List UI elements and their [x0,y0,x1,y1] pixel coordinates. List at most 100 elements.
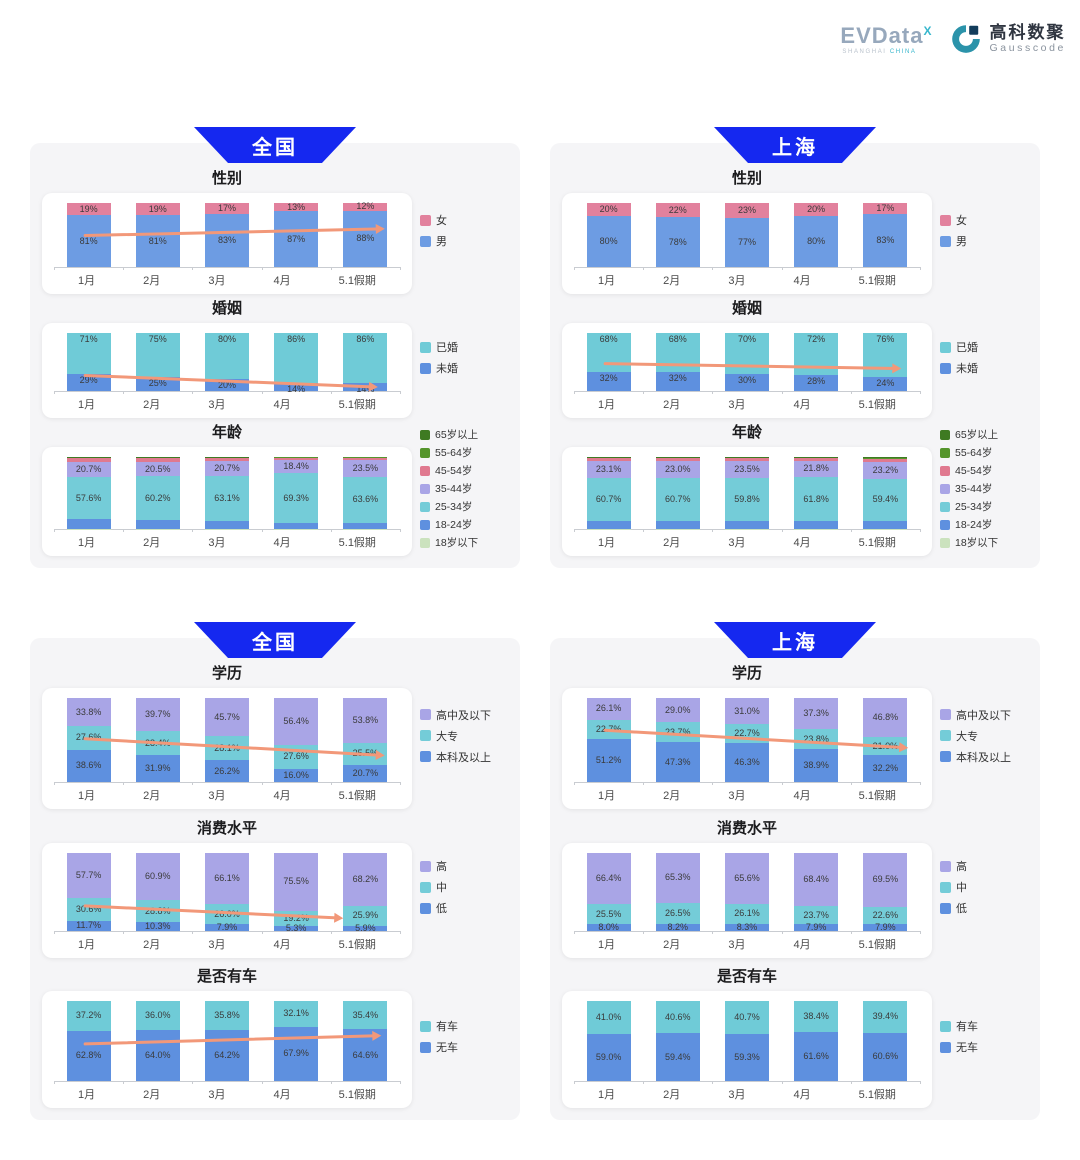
legend-item-中[interactable]: 中 [940,879,1028,895]
legend-item-大专[interactable]: 大专 [420,728,508,744]
legend-item-55-64岁[interactable]: 55-64岁 [940,445,1028,460]
bar-segment-25-34岁: 60.2% [135,476,180,520]
axis-tick [54,930,55,934]
legend-item-中[interactable]: 中 [420,879,508,895]
legend-item-55-64岁[interactable]: 55-64岁 [420,445,508,460]
bar-segment-中: 26.1% [724,903,769,925]
legend-item-未婚[interactable]: 未婚 [420,360,508,376]
bar-value-label: 18.4% [283,461,309,472]
bar-segment-无车: 67.9% [274,1026,319,1081]
bar-segment-35-44岁: 20.5% [135,461,180,477]
legend-item-18岁以下[interactable]: 18岁以下 [940,535,1028,550]
legend-item-高中及以下[interactable]: 高中及以下 [940,707,1028,723]
legend-label: 高中及以下 [436,709,491,722]
legend-item-65岁以上[interactable]: 65岁以上 [420,427,508,442]
x-axis-label: 5.1假期 [858,399,896,411]
stacked-bar: 5.9% 25.9% 68.2% [343,852,388,932]
bar-segment-大专: 23.7% [655,722,700,743]
plot-area: 81% 19% 81% 19% 83% 17% 87% 13% 88% 12% [54,202,401,270]
legend-item-低[interactable]: 低 [420,900,508,916]
legend-label: 有车 [436,1021,458,1033]
axis-tick [261,782,263,785]
legend-item-高[interactable]: 高 [940,858,1028,874]
axis-tick [712,930,714,934]
legend-item-大专[interactable]: 大专 [940,728,1028,744]
axis-tick [781,529,783,532]
bar-value-label: 59.3% [734,1051,760,1062]
legend-item-无车[interactable]: 无车 [420,1039,508,1055]
bar-segment-低: 7.9% [794,922,839,931]
bar-value-label: 31.0% [734,705,760,716]
legend-label: 未婚 [956,363,978,375]
x-axis-label: 1月 [598,1089,616,1101]
bar-value-label: 86% [356,334,375,345]
legend-item-已婚[interactable]: 已婚 [420,339,508,355]
bar-segment-45-54岁 [863,458,908,462]
legend-item-男[interactable]: 男 [940,233,1028,249]
bar-value-label: 66.4% [595,873,622,883]
legend-item-45-54岁[interactable]: 45-54岁 [940,463,1028,478]
bar-segment-35-44岁: 18.4% [274,459,319,474]
legend-label: 18岁以下 [435,537,479,549]
legend-item-25-34岁[interactable]: 25-34岁 [420,499,508,514]
bar-segment-已婚: 72% [794,333,839,375]
legend-swatch [420,519,430,530]
legend-item-有车[interactable]: 有车 [940,1018,1028,1034]
bar-value-label: 38.4% [803,1010,829,1021]
bar-value-label: 66.1% [214,872,240,883]
legend-item-高[interactable]: 高 [420,858,508,874]
legend-item-35-44岁[interactable]: 35-44岁 [940,481,1028,496]
bar-value-label: 69.5% [872,874,899,885]
bar-value-label: 32.1% [283,1008,309,1019]
bar-value-label: 60.7% [595,493,622,504]
bar-segment-男: 87% [274,211,319,267]
legend-item-未婚[interactable]: 未婚 [940,360,1028,376]
bar-segment-未婚: 32% [586,372,631,391]
bar-value-label: 59.8% [734,494,760,505]
legend-item-高中及以下[interactable]: 高中及以下 [420,707,508,723]
bar-value-label: 86% [287,334,306,345]
stacked-bar: 11.7% 30.6% 57.7% [66,852,111,931]
bar-segment-45-54岁 [343,457,388,461]
axis-tick [920,930,921,934]
legend-item-有车[interactable]: 有车 [420,1018,508,1034]
bar-segment-男: 81% [66,215,111,267]
legend-item-女[interactable]: 女 [420,212,508,228]
legend-swatch [420,881,431,893]
legend-item-18-24岁[interactable]: 18-24岁 [420,517,508,532]
legend-item-本科及以上[interactable]: 本科及以上 [940,749,1028,765]
x-axis-label: 5.1假期 [858,275,896,287]
bar-value-label: 60.2% [145,492,171,503]
legend-item-65岁以上[interactable]: 65岁以上 [940,427,1028,442]
legend-item-男[interactable]: 男 [420,233,508,249]
bar-segment-35-44岁: 23.0% [655,460,700,478]
legend-item-35-44岁[interactable]: 35-44岁 [420,481,508,496]
legend-item-18-24岁[interactable]: 18-24岁 [940,517,1028,532]
legend-item-已婚[interactable]: 已婚 [940,339,1028,355]
stacked-bar: 88% 12% [343,202,388,267]
panel-banner-label: 全国 [252,136,298,159]
legend-item-18岁以下[interactable]: 18岁以下 [420,535,508,550]
bar-segment-本科及以上: 47.3% [655,742,700,782]
legend-item-低[interactable]: 低 [940,900,1028,916]
bar-value-label: 22.7% [595,723,622,734]
bars-container: 29% 71% 25% 75% 20% 80% 14% 86% 14% 86% [54,333,400,393]
bar-value-label: 38.9% [803,760,829,771]
bar-segment-35-44岁: 21.8% [794,461,839,477]
legend-item-25-34岁[interactable]: 25-34岁 [940,499,1028,514]
legend-item-45-54岁[interactable]: 45-54岁 [420,463,508,478]
bar-segment-55-64岁 [274,457,319,458]
legend-swatch [420,362,431,374]
legend-swatch [940,1020,951,1032]
bar-segment-未婚: 25% [135,376,180,391]
legend-item-无车[interactable]: 无车 [940,1039,1028,1055]
legend-swatch [420,429,430,440]
legend: 已婚未婚 [940,339,1028,376]
bar-value-label: 78% [668,236,687,247]
stacked-bar: 47.3% 23.7% 29.0% [655,698,700,782]
axis-tick [261,930,263,934]
bar-value-label: 20% [807,203,826,214]
legend-item-本科及以上[interactable]: 本科及以上 [420,749,508,765]
legend-item-女[interactable]: 女 [940,212,1028,228]
axis-tick [400,267,401,270]
